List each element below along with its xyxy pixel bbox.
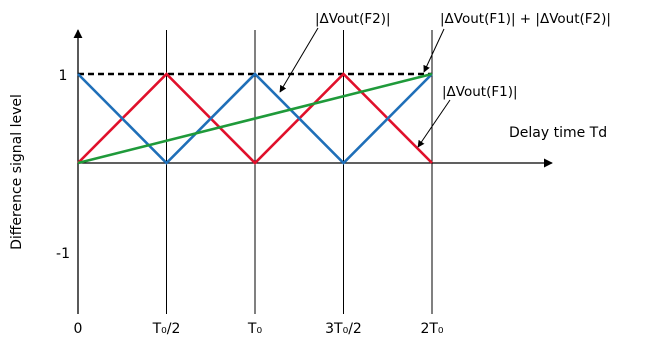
annotation-leader-line xyxy=(279,27,319,93)
annotation-label: |ΔVout(F1)| xyxy=(442,84,518,100)
x-tick-label: 3T₀/2 xyxy=(325,321,362,337)
series-red-line xyxy=(77,72,433,165)
x-tick-label: 2T₀ xyxy=(420,321,443,337)
x-axis-label: Delay time Td xyxy=(509,125,607,141)
x-tick-label: T₀/2 xyxy=(152,321,181,337)
x-tick-label: 0 xyxy=(74,321,83,337)
annotation-leader-line xyxy=(423,28,445,73)
y-tick-label: -1 xyxy=(56,246,70,262)
annotations: |ΔVout(F2)| |ΔVout(F1)| + |ΔVout(F2)| |ΔVo… xyxy=(279,11,611,148)
tick-labels: 0 T₀/2 T₀ 3T₀/2 2T₀ 1 -1 xyxy=(56,68,444,337)
x-tick-label: T₀ xyxy=(247,321,263,337)
series-green-line xyxy=(77,72,433,165)
y-axis-label: Difference signal level xyxy=(9,94,25,250)
annotation-label: |ΔVout(F1)| + |ΔVout(F2)| xyxy=(440,11,611,27)
series-lines xyxy=(77,72,433,165)
series-blue-line xyxy=(77,72,433,165)
axes xyxy=(73,29,553,314)
vertical-gridlines xyxy=(166,30,433,314)
y-tick-label: 1 xyxy=(59,68,68,84)
annotation-label: |ΔVout(F2)| xyxy=(315,11,391,27)
annotation-leader-line xyxy=(417,99,451,148)
